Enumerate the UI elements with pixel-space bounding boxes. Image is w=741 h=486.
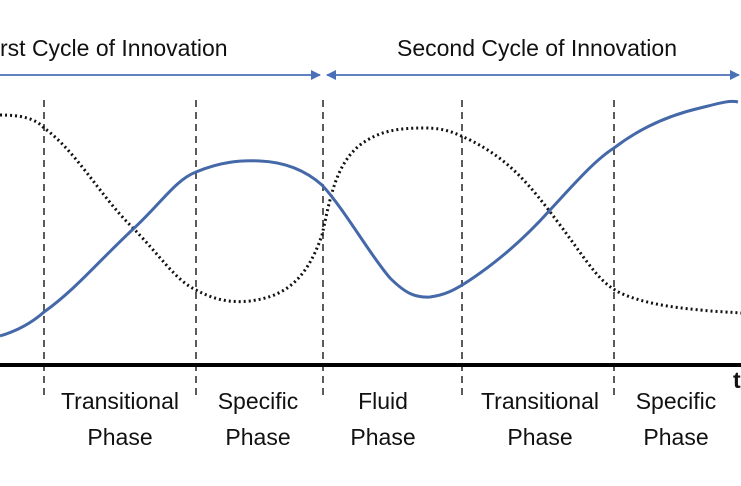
phase-label: Fluid: [358, 388, 408, 414]
second-cycle-title: Second Cycle of Innovation: [397, 35, 677, 61]
dotted-curve: [0, 113, 741, 315]
phase-label: Phase: [225, 424, 290, 450]
phase-label: Transitional: [61, 388, 179, 414]
phase-label: Transitional: [481, 388, 599, 414]
phase-label: Specific: [636, 388, 717, 414]
phase-dividers: [43, 100, 615, 395]
phase-label: Phase: [350, 424, 415, 450]
phase-label: Phase: [87, 424, 152, 450]
axis-label: t: [733, 367, 741, 393]
phase-labels: Transitional Phase Specific Phase Fluid Phase…: [61, 388, 716, 450]
solid-curve: [0, 99, 739, 338]
first-cycle-title: rst Cycle of Innovation: [0, 35, 228, 61]
phase-label: Phase: [643, 424, 708, 450]
phase-label: Phase: [507, 424, 572, 450]
phase-label: Specific: [218, 388, 299, 414]
